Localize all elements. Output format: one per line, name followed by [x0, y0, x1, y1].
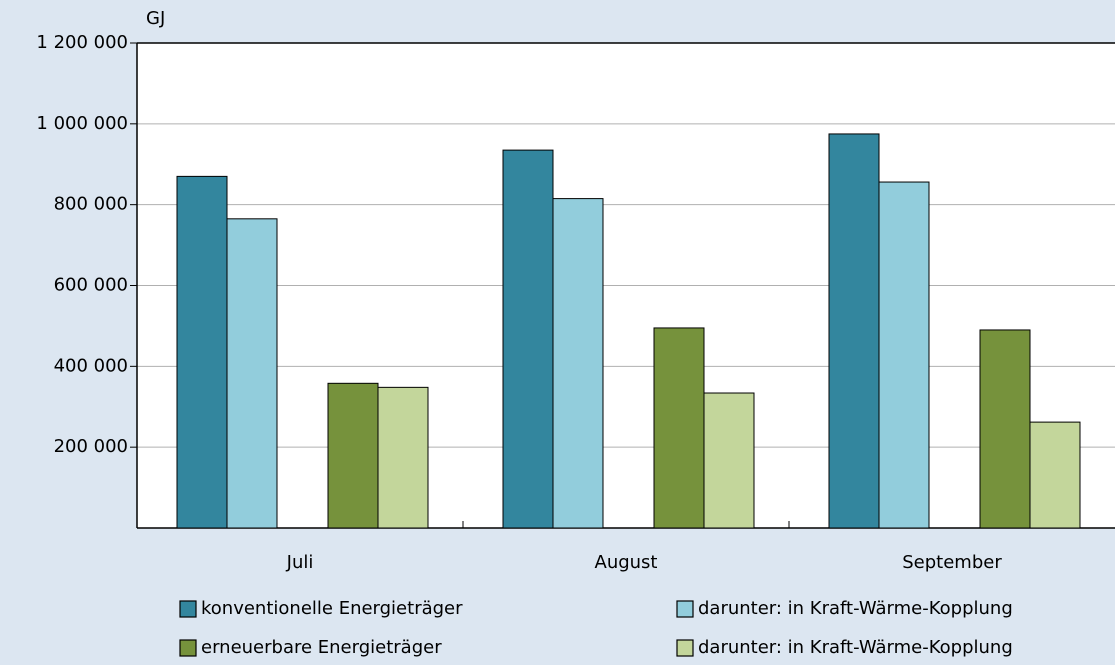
legend-swatch: [676, 639, 694, 657]
bar: [653, 327, 705, 529]
bar: [703, 392, 755, 529]
y-tick-label: 600 000: [54, 275, 128, 296]
bar: [979, 329, 1031, 529]
legend-label: darunter: in Kraft-Wärme-Kopplung: [698, 598, 1013, 619]
y-tick-label: 1 000 000: [36, 113, 128, 134]
bar: [176, 175, 228, 529]
legend-label: darunter: in Kraft-Wärme-Kopplung: [698, 637, 1013, 658]
bar: [226, 218, 278, 529]
y-tick-label: 1 200 000: [36, 32, 128, 53]
bar: [552, 198, 604, 529]
x-tick-label: August: [595, 552, 658, 573]
bar: [327, 382, 379, 529]
legend-label: erneuerbare Energieträger: [201, 637, 442, 658]
y-tick-label: 800 000: [54, 194, 128, 215]
bar: [377, 386, 429, 529]
x-tick-label: Juli: [286, 552, 314, 573]
legend-swatch: [676, 600, 694, 618]
x-tick-label: September: [902, 552, 1002, 573]
y-tick-label: 200 000: [54, 436, 128, 457]
legend-swatch: [179, 639, 197, 657]
bar: [828, 133, 880, 529]
legend-swatch: [179, 600, 197, 618]
bar: [1029, 421, 1081, 529]
bar: [878, 181, 930, 529]
legend-label: konventionelle Energieträger: [201, 598, 463, 619]
bar: [502, 149, 554, 529]
y-axis-label: GJ: [146, 8, 165, 29]
y-tick-label: 400 000: [54, 355, 128, 376]
